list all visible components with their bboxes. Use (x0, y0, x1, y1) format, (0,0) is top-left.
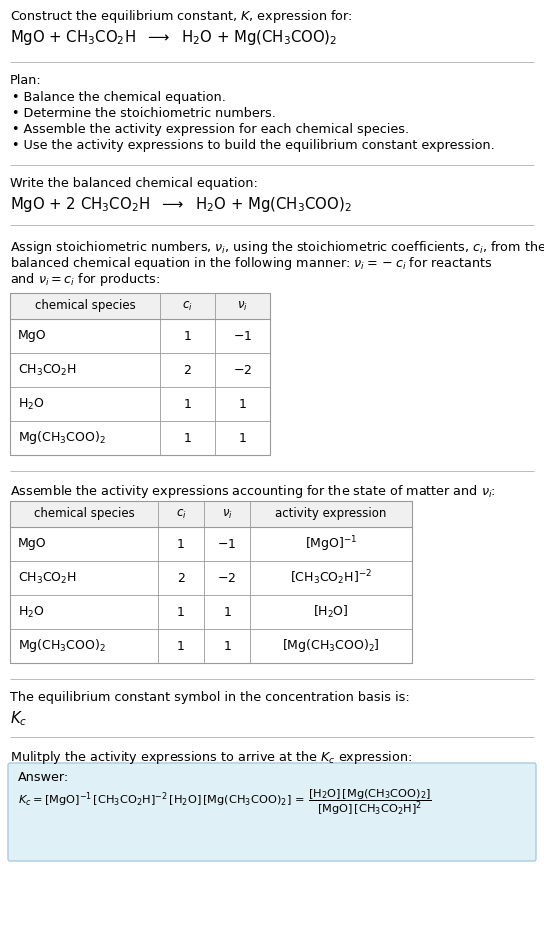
Text: • Use the activity expressions to build the equilibrium constant expression.: • Use the activity expressions to build … (12, 139, 494, 152)
Text: Plan:: Plan: (10, 74, 42, 87)
Text: CH$_3$CO$_2$H: CH$_3$CO$_2$H (18, 362, 77, 378)
Text: The equilibrium constant symbol in the concentration basis is:: The equilibrium constant symbol in the c… (10, 691, 410, 704)
Text: $-2$: $-2$ (218, 572, 237, 585)
Text: $-1$: $-1$ (233, 329, 252, 342)
Text: balanced chemical equation in the following manner: $\nu_i = -c_i$ for reactants: balanced chemical equation in the follow… (10, 255, 492, 272)
Text: Mg(CH$_3$COO)$_2$: Mg(CH$_3$COO)$_2$ (18, 637, 106, 654)
Text: Write the balanced chemical equation:: Write the balanced chemical equation: (10, 177, 258, 190)
Text: H$_2$O: H$_2$O (18, 605, 45, 619)
Text: • Assemble the activity expression for each chemical species.: • Assemble the activity expression for e… (12, 123, 409, 136)
Text: MgO + 2 CH$_3$CO$_2$H  $\longrightarrow$  H$_2$O + Mg(CH$_3$COO)$_2$: MgO + 2 CH$_3$CO$_2$H $\longrightarrow$ … (10, 195, 351, 214)
Text: 2: 2 (183, 363, 191, 377)
Text: $1$: $1$ (222, 606, 231, 618)
Text: H$_2$O: H$_2$O (18, 397, 45, 412)
Text: $1$: $1$ (238, 432, 247, 444)
Text: $-2$: $-2$ (233, 363, 252, 377)
FancyBboxPatch shape (8, 763, 536, 861)
Text: activity expression: activity expression (275, 508, 387, 520)
Text: Construct the equilibrium constant, $K$, expression for:: Construct the equilibrium constant, $K$,… (10, 8, 353, 25)
Text: MgO: MgO (18, 329, 47, 342)
Text: Mg(CH$_3$COO)$_2$: Mg(CH$_3$COO)$_2$ (18, 430, 106, 447)
Text: $1$: $1$ (238, 398, 247, 411)
Text: $c_i$: $c_i$ (176, 508, 187, 520)
Text: [Mg(CH$_3$COO)$_2$]: [Mg(CH$_3$COO)$_2$] (282, 637, 380, 654)
Text: 1: 1 (177, 639, 185, 652)
FancyBboxPatch shape (10, 293, 270, 319)
Text: [H$_2$O]: [H$_2$O] (313, 604, 349, 620)
Text: MgO + CH$_3$CO$_2$H  $\longrightarrow$  H$_2$O + Mg(CH$_3$COO)$_2$: MgO + CH$_3$CO$_2$H $\longrightarrow$ H$… (10, 28, 337, 47)
Text: $K_c = [\mathrm{MgO}]^{-1}\,[\mathrm{CH_3CO_2H}]^{-2}\,[\mathrm{H_2O}]\,[\mathrm: $K_c = [\mathrm{MgO}]^{-1}\,[\mathrm{CH_… (18, 788, 432, 817)
Text: chemical species: chemical species (35, 300, 135, 313)
FancyBboxPatch shape (10, 501, 412, 527)
Text: Mulitply the activity expressions to arrive at the $K_c$ expression:: Mulitply the activity expressions to arr… (10, 749, 412, 766)
Text: [CH$_3$CO$_2$H]$^{-2}$: [CH$_3$CO$_2$H]$^{-2}$ (290, 569, 372, 588)
Text: $-1$: $-1$ (218, 537, 237, 551)
Text: $c_i$: $c_i$ (182, 300, 193, 313)
Text: • Determine the stoichiometric numbers.: • Determine the stoichiometric numbers. (12, 107, 276, 120)
Text: CH$_3$CO$_2$H: CH$_3$CO$_2$H (18, 571, 77, 586)
Text: 1: 1 (177, 606, 185, 618)
Text: Assemble the activity expressions accounting for the state of matter and $\nu_i$: Assemble the activity expressions accoun… (10, 483, 496, 500)
Text: 1: 1 (183, 432, 191, 444)
Text: • Balance the chemical equation.: • Balance the chemical equation. (12, 91, 226, 104)
Text: and $\nu_i = c_i$ for products:: and $\nu_i = c_i$ for products: (10, 271, 160, 288)
Text: 2: 2 (177, 572, 185, 585)
Text: 1: 1 (177, 537, 185, 551)
Text: $1$: $1$ (222, 639, 231, 652)
Text: chemical species: chemical species (34, 508, 134, 520)
Text: $K_c$: $K_c$ (10, 709, 27, 728)
Text: Assign stoichiometric numbers, $\nu_i$, using the stoichiometric coefficients, $: Assign stoichiometric numbers, $\nu_i$, … (10, 239, 544, 256)
Text: Answer:: Answer: (18, 771, 69, 784)
Text: [MgO]$^{-1}$: [MgO]$^{-1}$ (305, 534, 357, 553)
Text: 1: 1 (183, 398, 191, 411)
Text: MgO: MgO (18, 537, 47, 551)
Text: 1: 1 (183, 329, 191, 342)
Text: $\nu_i$: $\nu_i$ (221, 508, 232, 520)
Text: $\nu_i$: $\nu_i$ (237, 300, 248, 313)
